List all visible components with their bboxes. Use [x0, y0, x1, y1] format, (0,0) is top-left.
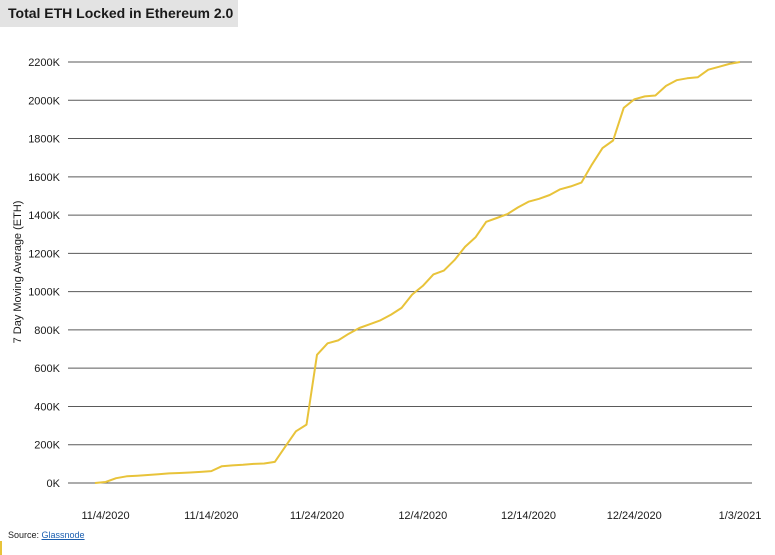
y-tick-label: 1800K	[28, 134, 60, 146]
x-tick-label: 11/14/2020	[184, 510, 238, 522]
y-axis-ticks: 0K 200K 400K 600K 800K 1000K 1200K 1400K 1600K 18…	[28, 57, 60, 490]
y-tick-label: 400K	[34, 401, 60, 413]
y-axis-label: 7 Day Moving Average (ETH)	[12, 201, 24, 344]
y-tick-label: 1600K	[28, 172, 60, 184]
x-tick-label: 11/4/2020	[82, 510, 130, 522]
y-tick-label: 2200K	[28, 57, 60, 69]
y-tick-label: 1000K	[28, 287, 60, 299]
source-prefix: Source:	[8, 530, 42, 540]
chart-title: Total ETH Locked in Ethereum 2.0	[0, 0, 238, 27]
x-tick-label: 11/24/2020	[290, 510, 344, 522]
corner-accent	[0, 541, 2, 555]
source-link[interactable]: Glassnode	[41, 530, 85, 540]
series-line	[94, 61, 741, 484]
x-tick-label: 12/14/2020	[501, 510, 556, 522]
x-tick-label: 12/24/2020	[607, 510, 662, 522]
y-tick-label: 2000K	[28, 95, 60, 107]
x-tick-label: 12/4/2020	[398, 510, 447, 522]
grid-lines	[68, 61, 752, 484]
y-tick-label: 200K	[34, 440, 60, 452]
y-tick-label: 800K	[34, 325, 60, 337]
y-tick-label: 1400K	[28, 210, 60, 222]
y-tick-label: 1200K	[28, 248, 60, 260]
y-tick-label: 600K	[34, 363, 60, 375]
source-note: Source: Glassnode	[8, 530, 85, 540]
x-axis-ticks: 11/4/2020 11/14/2020 11/24/2020 12/4/2020 12…	[82, 510, 762, 522]
y-tick-label: 0K	[47, 478, 61, 490]
x-tick-label: 1/3/2021	[719, 510, 762, 522]
